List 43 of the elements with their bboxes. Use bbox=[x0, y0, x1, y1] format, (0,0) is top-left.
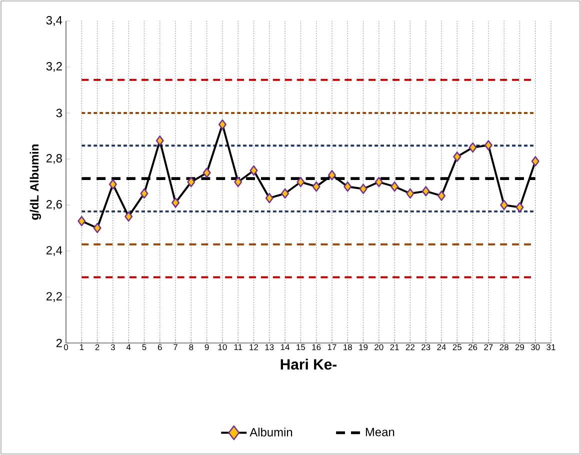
x-tick-label: 14 bbox=[280, 344, 290, 350]
y-tick-label: 2,6 bbox=[46, 200, 62, 210]
x-tick-label: 13 bbox=[265, 344, 274, 350]
x-tick-label: 30 bbox=[530, 344, 540, 350]
x-tick-label: 15 bbox=[296, 344, 306, 350]
x-tick-label: 28 bbox=[500, 344, 508, 350]
x-tick-label: 2 bbox=[95, 344, 100, 350]
x-tick-label: 19 bbox=[359, 344, 368, 350]
y-tick-label: 3,4 bbox=[46, 16, 62, 26]
y-axis-title: g/dL Albumin bbox=[30, 144, 42, 220]
legend-label: Mean bbox=[366, 428, 394, 436]
x-tick-label: 8 bbox=[189, 344, 194, 350]
y-tick-label: 2,4 bbox=[46, 246, 62, 256]
x-tick-label: 18 bbox=[344, 344, 352, 350]
x-tick-label: 25 bbox=[452, 344, 462, 350]
x-tick-label: 6 bbox=[158, 344, 162, 350]
x-tick-label: 22 bbox=[406, 344, 414, 350]
x-tick-label: 4 bbox=[126, 344, 131, 350]
x-tick-label: 11 bbox=[234, 344, 242, 350]
y-tick-label: 2,8 bbox=[46, 154, 62, 164]
x-tick-label: 20 bbox=[374, 344, 384, 350]
x-tick-label: 9 bbox=[204, 344, 209, 350]
legend-label: Albumin bbox=[250, 428, 292, 436]
x-tick-label: 17 bbox=[328, 344, 336, 350]
x-tick-label: 7 bbox=[174, 344, 178, 350]
y-tick-label: 3,2 bbox=[46, 62, 62, 72]
x-tick-label: 3 bbox=[110, 344, 115, 350]
x-tick-label: 24 bbox=[437, 344, 446, 350]
x-tick-label: 1 bbox=[80, 344, 84, 350]
x-tick-label: 27 bbox=[484, 344, 493, 350]
x-axis-title: Hari Ke- bbox=[280, 358, 337, 370]
x-tick-label: 0 bbox=[64, 344, 68, 350]
y-tick-label: 3 bbox=[56, 108, 62, 118]
x-tick-label: 31 bbox=[546, 344, 556, 350]
y-tick-label: 2,2 bbox=[46, 292, 62, 302]
x-tick-label: 5 bbox=[142, 344, 146, 350]
x-tick-label: 12 bbox=[250, 344, 258, 350]
x-tick-label: 23 bbox=[422, 344, 430, 350]
x-tick-label: 26 bbox=[468, 344, 478, 350]
x-tick-label: 16 bbox=[312, 344, 321, 350]
x-tick-label: 21 bbox=[390, 344, 399, 350]
x-tick-label: 29 bbox=[515, 344, 524, 350]
x-tick-label: 10 bbox=[218, 344, 227, 350]
